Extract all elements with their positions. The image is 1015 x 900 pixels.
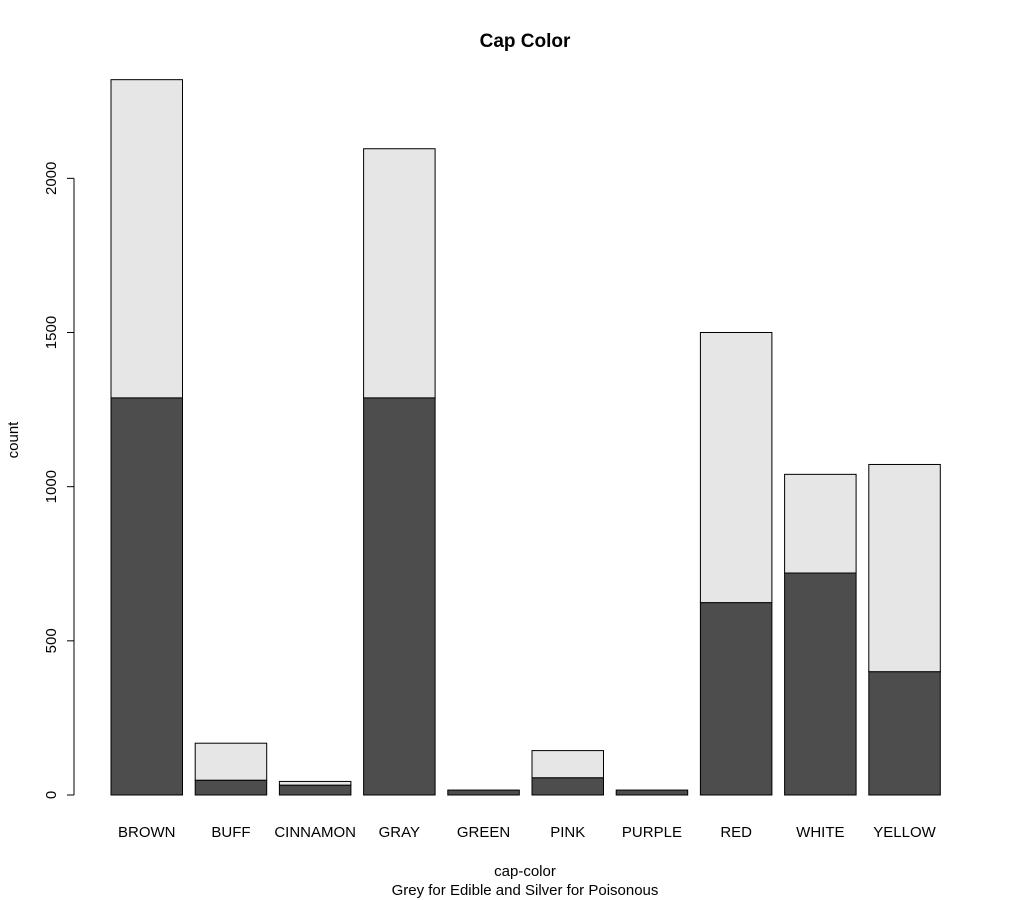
y-tick-label: 1500 [43, 316, 60, 349]
bars-group [110, 79, 941, 796]
bar-cinnamon-segment-2 [278, 780, 352, 786]
x-tick-label-red: RED [720, 824, 752, 841]
bar-yellow-segment-1 [868, 671, 941, 796]
bar-yellow-segment-2 [868, 463, 941, 673]
x-tick-label-buff: BUFF [211, 824, 250, 841]
bar-brown-segment-2 [110, 79, 183, 399]
bar-green-segment-1 [447, 789, 520, 796]
y-tick-label: 0 [43, 791, 60, 799]
bar-white-segment-2 [784, 473, 857, 574]
x-tick-label-brown: BROWN [118, 824, 176, 841]
y-axis: 0 500 1000 1500 2000 [43, 162, 75, 799]
y-tick-label: 2000 [43, 162, 60, 195]
x-tick-label-cinnamon: CINNAMON [274, 824, 356, 841]
x-axis-label: cap-color [494, 863, 556, 880]
chart-title: Cap Color [480, 31, 571, 52]
chart-subtitle: Grey for Edible and Silver for Poisonous [392, 882, 659, 899]
x-tick-label-white: WHITE [796, 824, 844, 841]
y-axis-label: count [5, 421, 22, 459]
y-tick-label: 1000 [43, 470, 60, 503]
bar-gray-segment-1 [363, 397, 436, 796]
bar-white-segment-1 [784, 572, 857, 796]
x-tick-label-gray: GRAY [379, 824, 420, 841]
bar-gray-segment-2 [363, 148, 436, 399]
bar-brown-segment-1 [110, 397, 183, 796]
x-tick-label-yellow: YELLOW [873, 824, 936, 841]
bar-red-segment-1 [699, 602, 773, 796]
bar-cinnamon-segment-1 [278, 784, 352, 796]
x-tick-label-purple: PURPLE [622, 824, 682, 841]
x-axis-labels: BROWN BUFF CINNAMON GRAY GREEN PINK PURPLE RED W… [118, 824, 937, 841]
x-tick-label-green: GREEN [457, 824, 510, 841]
y-tick-label: 500 [43, 628, 60, 653]
bar-buff-segment-1 [194, 779, 268, 796]
bar-pink-segment-1 [531, 777, 604, 796]
bar-purple-segment-1 [615, 789, 689, 796]
bar-buff-segment-2 [194, 742, 268, 781]
bar-pink-segment-2 [531, 750, 604, 779]
bar-red-segment-2 [699, 332, 773, 604]
x-tick-label-pink: PINK [550, 824, 585, 841]
